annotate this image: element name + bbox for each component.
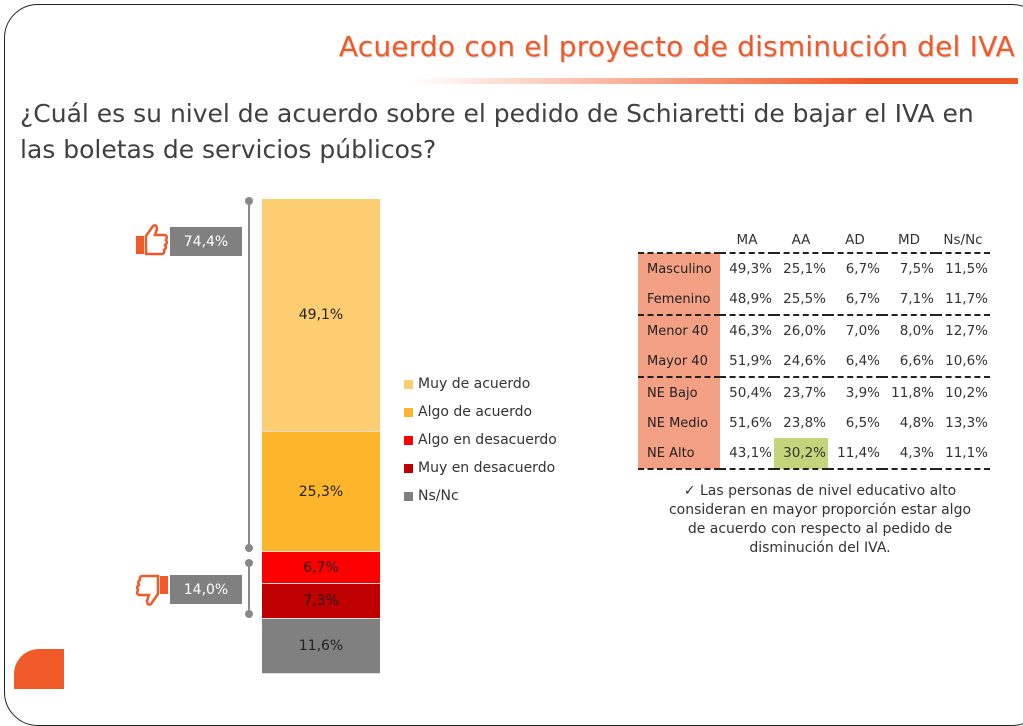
row-label: Menor 40 bbox=[638, 314, 720, 346]
table-cell: 11,4% bbox=[828, 438, 882, 470]
bar-data-label: 49,1% bbox=[298, 307, 344, 324]
table-cell: 25,1% bbox=[774, 252, 828, 284]
legend-label: Algo en desacuerdo bbox=[418, 432, 557, 448]
table-cell: 13,3% bbox=[945, 415, 988, 431]
table-cell: 4,8% bbox=[899, 415, 934, 431]
legend-item: Algo de acuerdo bbox=[404, 398, 557, 426]
table-row: Femenino 48,9% 25,5% 6,7% 7,1% 11,7% bbox=[638, 284, 990, 315]
slide-title: Acuerdo con el proyecto de disminución d… bbox=[338, 30, 1015, 63]
legend-label: Muy de acuerdo bbox=[418, 376, 531, 392]
note-text: Las personas de nivel educativo alto con… bbox=[668, 483, 972, 556]
table-cell: 23,7% bbox=[774, 376, 828, 408]
table-row: NE Alto 43,1% 30,2% 11,4% 4,3% 11,1% bbox=[638, 438, 990, 470]
agree-total-badge: 74,4% bbox=[170, 227, 242, 256]
legend-item: Muy en desacuerdo bbox=[404, 454, 557, 482]
table-cell: 23,8% bbox=[783, 415, 826, 431]
table-row: Masculino 49,3% 25,1% 6,7% 7,5% 11,5% bbox=[638, 252, 990, 284]
bar-data-label: 25,3% bbox=[298, 483, 344, 500]
table-cell: 7,0% bbox=[828, 314, 882, 346]
legend-label: Algo de acuerdo bbox=[418, 404, 533, 420]
row-label: Femenino bbox=[638, 284, 720, 315]
table-cell: 3,9% bbox=[828, 376, 882, 408]
table-cell: 49,3% bbox=[720, 252, 774, 284]
thumbs-up-icon bbox=[136, 224, 169, 256]
table-cell: 30,2% bbox=[774, 438, 828, 470]
column-header: AA bbox=[791, 232, 811, 248]
table-cell: 7,5% bbox=[882, 252, 936, 284]
thumbs-down-icon bbox=[135, 574, 168, 606]
bar-data-label: 7,3% bbox=[303, 593, 339, 610]
table-cell: 11,1% bbox=[936, 438, 990, 470]
table-cell: 51,9% bbox=[729, 353, 772, 369]
table-cell: 11,5% bbox=[936, 252, 990, 284]
table-cell: 8,0% bbox=[882, 314, 936, 346]
table-row: Mayor 40 51,9% 24,6% 6,4% 6,6% 10,6% bbox=[638, 346, 990, 377]
bracket-dot bbox=[245, 559, 253, 567]
row-label: Mayor 40 bbox=[638, 346, 720, 377]
legend-swatch bbox=[404, 463, 413, 473]
legend-swatch bbox=[404, 407, 413, 417]
bracket-dot bbox=[245, 610, 253, 618]
table-row: NE Medio 51,6% 23,8% 6,5% 4,8% 13,3% bbox=[638, 408, 990, 438]
table-cell: 11,8% bbox=[882, 376, 936, 408]
legend-label: Muy en desacuerdo bbox=[418, 460, 556, 476]
legend-item: Muy de acuerdo bbox=[404, 370, 557, 398]
table-row: Menor 40 46,3% 26,0% 7,0% 8,0% 12,7% bbox=[638, 314, 990, 346]
legend-swatch bbox=[404, 435, 413, 445]
conclusion-note: ✓ Las personas de nivel educativo alto c… bbox=[660, 482, 980, 558]
legend-swatch bbox=[404, 491, 413, 501]
column-header: MA bbox=[736, 232, 758, 248]
table-cell: 7,1% bbox=[899, 291, 934, 307]
crosstab-table: MA AA AD MD Ns/Nc Masculino 49,3% 25,1% 6,7% 7,5… bbox=[638, 228, 990, 470]
bracket-dot bbox=[245, 197, 253, 205]
row-label: NE Alto bbox=[638, 438, 720, 470]
bar-segment-3: 7,3% bbox=[262, 584, 380, 619]
bracket-dot bbox=[245, 544, 253, 552]
table-cell: 11,7% bbox=[945, 291, 988, 307]
table-cell: 24,6% bbox=[783, 353, 826, 369]
disagree-total-badge: 14,0% bbox=[170, 575, 242, 604]
table-cell: 6,7% bbox=[828, 252, 882, 284]
table-cell: 6,6% bbox=[899, 353, 934, 369]
table-cell: 4,3% bbox=[882, 438, 936, 470]
table-cell: 12,7% bbox=[936, 314, 990, 346]
table-cell: 48,9% bbox=[729, 291, 772, 307]
bar-segment-4: 11,6% bbox=[262, 618, 380, 674]
legend-swatch bbox=[404, 379, 413, 389]
agree-bracket bbox=[248, 200, 250, 548]
row-label: NE Medio bbox=[638, 408, 720, 438]
table-cell: 6,4% bbox=[845, 353, 880, 369]
bar-data-label: 6,7% bbox=[303, 559, 339, 576]
check-icon: ✓ bbox=[683, 483, 696, 499]
table-cell: 10,2% bbox=[936, 376, 990, 408]
column-header: MD bbox=[897, 232, 921, 248]
table-cell: 50,4% bbox=[720, 376, 774, 408]
table-cell: 43,1% bbox=[720, 438, 774, 470]
column-header: AD bbox=[845, 232, 865, 248]
table-row: NE Bajo 50,4% 23,7% 3,9% 11,8% 10,2% bbox=[638, 376, 990, 408]
disagree-bracket bbox=[248, 562, 250, 614]
bar-segment-2: 6,7% bbox=[262, 552, 380, 585]
legend-item: Ns/Nc bbox=[404, 482, 557, 510]
question-text: ¿Cuál es su nivel de acuerdo sobre el pe… bbox=[20, 99, 974, 164]
column-header: Ns/Nc bbox=[943, 232, 983, 248]
bar-segment-0: 49,1% bbox=[262, 199, 380, 433]
table-cell: 6,7% bbox=[845, 291, 880, 307]
bar-data-label: 11,6% bbox=[298, 637, 344, 654]
table-cell: 25,5% bbox=[783, 291, 826, 307]
chart-legend: Muy de acuerdo Algo de acuerdo Algo en d… bbox=[404, 370, 557, 510]
table-cell: 6,5% bbox=[845, 415, 880, 431]
row-label: Masculino bbox=[638, 252, 720, 284]
row-label: NE Bajo bbox=[638, 376, 720, 408]
table-cell: 46,3% bbox=[720, 314, 774, 346]
legend-label: Ns/Nc bbox=[418, 488, 459, 504]
page-number-tab bbox=[14, 649, 64, 689]
title-underline bbox=[410, 78, 1018, 84]
table-cell: 10,6% bbox=[945, 353, 988, 369]
table-cell: 26,0% bbox=[774, 314, 828, 346]
legend-item: Algo en desacuerdo bbox=[404, 426, 557, 454]
bar-segment-1: 25,3% bbox=[262, 432, 380, 553]
table-header-row: MA AA AD MD Ns/Nc bbox=[638, 228, 990, 253]
table-cell: 51,6% bbox=[729, 415, 772, 431]
